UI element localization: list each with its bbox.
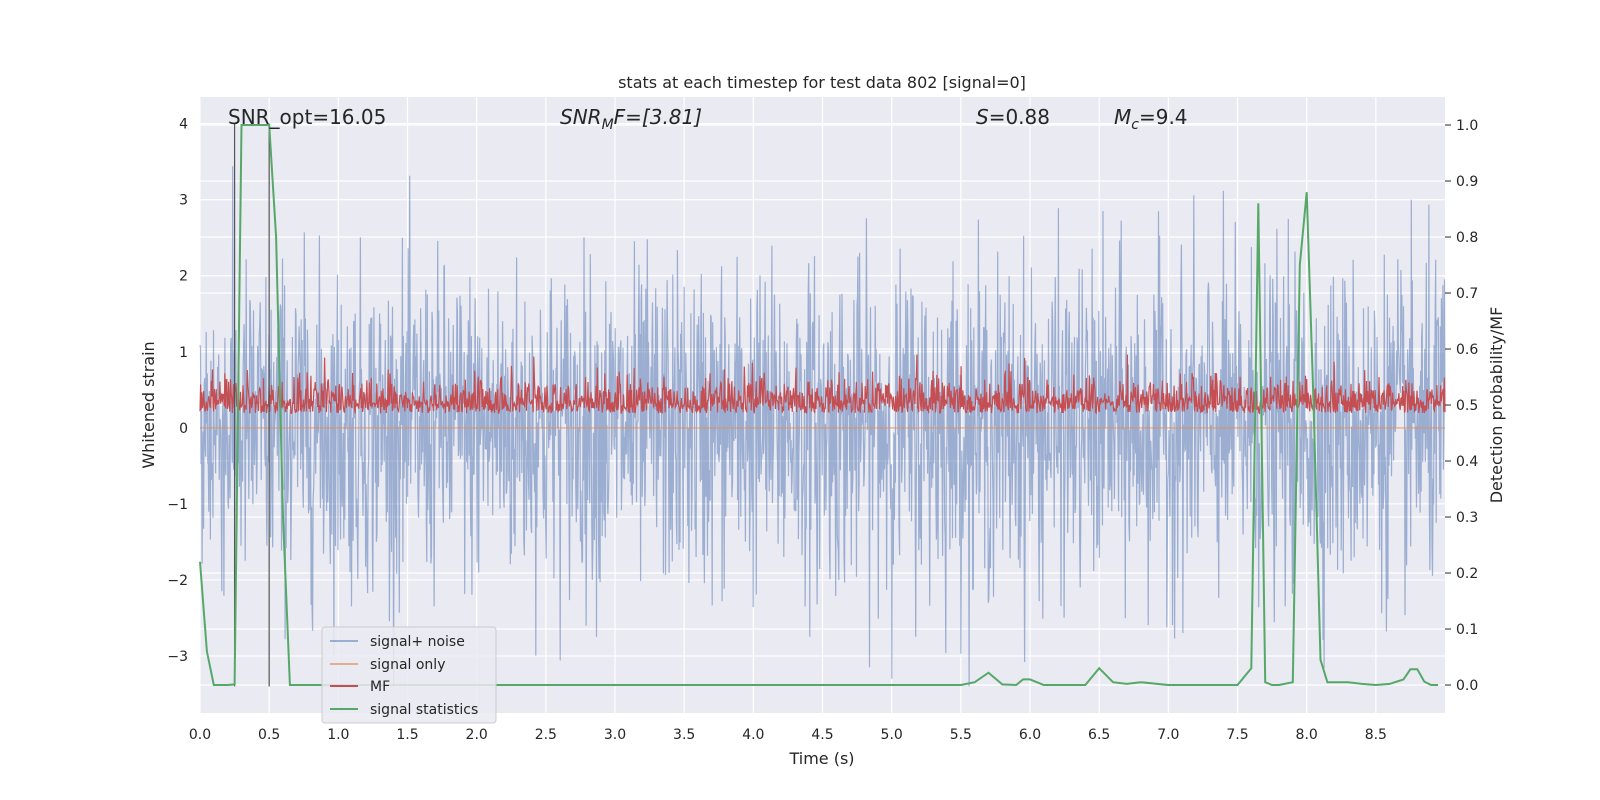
y-tick-left-label: −3 <box>167 649 188 665</box>
legend-box <box>321 626 497 724</box>
x-axis-ticks: 0.0 0.5 1.0 1.5 2.0 2.5 3.0 3.5 4.0 4.5 5.0 5.5 6.0 6… <box>189 727 1387 743</box>
y-tick-left-label: 1 <box>179 345 188 361</box>
signal-noise-series <box>199 166 1446 687</box>
x-tick-label: 0.0 <box>189 727 211 743</box>
annotation-s-main: S <box>976 105 989 129</box>
x-tick-label: 2.0 <box>466 727 488 743</box>
x-tick-label: 1.0 <box>327 727 349 743</box>
signal-statistics-line <box>199 124 1439 687</box>
annotation-snr-mf-sub: M <box>602 117 614 133</box>
annotation-mc: Mc=9.4 <box>1114 105 1188 133</box>
vertical-marker-lines <box>233 123 270 687</box>
y-tick-right-label: 0.5 <box>1456 398 1478 414</box>
annotation-snr-mf: SNRMF=[3.81] <box>560 105 702 133</box>
y-axis-right-ticks: 0.0 0.1 0.2 0.3 0.4 0.5 0.6 0.7 0.8 0.9 1.0 <box>1445 118 1478 694</box>
y-axis-left-label: Whitened strain <box>139 341 158 468</box>
mf-line <box>199 354 1446 415</box>
x-tick-label: 7.5 <box>1226 727 1248 743</box>
x-tick-label: 4.0 <box>742 727 764 743</box>
x-tick-label: 2.5 <box>535 727 557 743</box>
x-axis-label: Time (s) <box>788 749 854 768</box>
y-tick-right-label: 1.0 <box>1456 118 1478 134</box>
y-tick-right-label: 0.1 <box>1456 622 1478 638</box>
y-tick-right-label: 0.8 <box>1456 230 1478 246</box>
x-tick-label: 6.5 <box>1088 727 1110 743</box>
y-tick-left-label: 4 <box>179 117 188 133</box>
annotation-mc-rest: =9.4 <box>1139 105 1188 129</box>
y-tick-left-label: 3 <box>179 193 188 209</box>
x-tick-label: 7.0 <box>1157 727 1179 743</box>
legend: signal+ noise signal only MF signal stat… <box>321 626 497 724</box>
y-tick-right-label: 0.4 <box>1456 454 1478 470</box>
y-tick-right-label: 0.0 <box>1456 678 1478 694</box>
annotation-snr-mf-rest: F=[3.81] <box>614 105 702 129</box>
x-tick-label: 5.0 <box>881 727 903 743</box>
x-tick-label: 3.5 <box>673 727 695 743</box>
y-tick-right-label: 0.6 <box>1456 342 1478 358</box>
x-tick-label: 4.5 <box>811 727 833 743</box>
y-tick-left-label: 2 <box>179 269 188 285</box>
legend-label-signal-only: signal only <box>370 657 445 673</box>
x-tick-label: 3.0 <box>604 727 626 743</box>
x-tick-label: 8.0 <box>1296 727 1318 743</box>
y-tick-left-label: 0 <box>179 421 188 437</box>
chart-title: stats at each timestep for test data 802… <box>618 73 1026 92</box>
annotation-snr-mf-main: SNR <box>560 105 602 129</box>
x-tick-label: 6.0 <box>1019 727 1041 743</box>
annotation-mc-sub: c <box>1131 117 1139 133</box>
y-tick-left-label: −2 <box>167 573 188 589</box>
signal-statistics-series <box>199 124 1439 687</box>
y-axis-right-label: Detection probability/MF <box>1487 307 1506 504</box>
y-tick-right-label: 0.2 <box>1456 566 1478 582</box>
x-tick-label: 1.5 <box>396 727 418 743</box>
y-axis-left-ticks: −3 −2 −1 0 1 2 3 4 <box>167 117 188 665</box>
annotation-snr-opt: SNR_opt=16.05 <box>228 105 386 129</box>
y-tick-right-label: 0.7 <box>1456 286 1478 302</box>
y-tick-right-label: 0.9 <box>1456 174 1478 190</box>
mf-series <box>199 354 1446 415</box>
legend-label-mf: MF <box>370 679 390 695</box>
y-tick-right-label: 0.3 <box>1456 510 1478 526</box>
legend-label-signal-noise: signal+ noise <box>370 634 465 650</box>
signal-noise-line <box>199 166 1446 687</box>
y-tick-left-label: −1 <box>167 497 188 513</box>
x-tick-label: 0.5 <box>258 727 280 743</box>
x-tick-label: 8.5 <box>1365 727 1387 743</box>
annotation-s-rest: =0.88 <box>989 105 1050 129</box>
legend-label-signal-statistics: signal statistics <box>370 702 478 718</box>
annotation-s: S=0.88 <box>976 105 1050 129</box>
x-tick-label: 5.5 <box>950 727 972 743</box>
annotation-mc-main: M <box>1114 105 1131 129</box>
